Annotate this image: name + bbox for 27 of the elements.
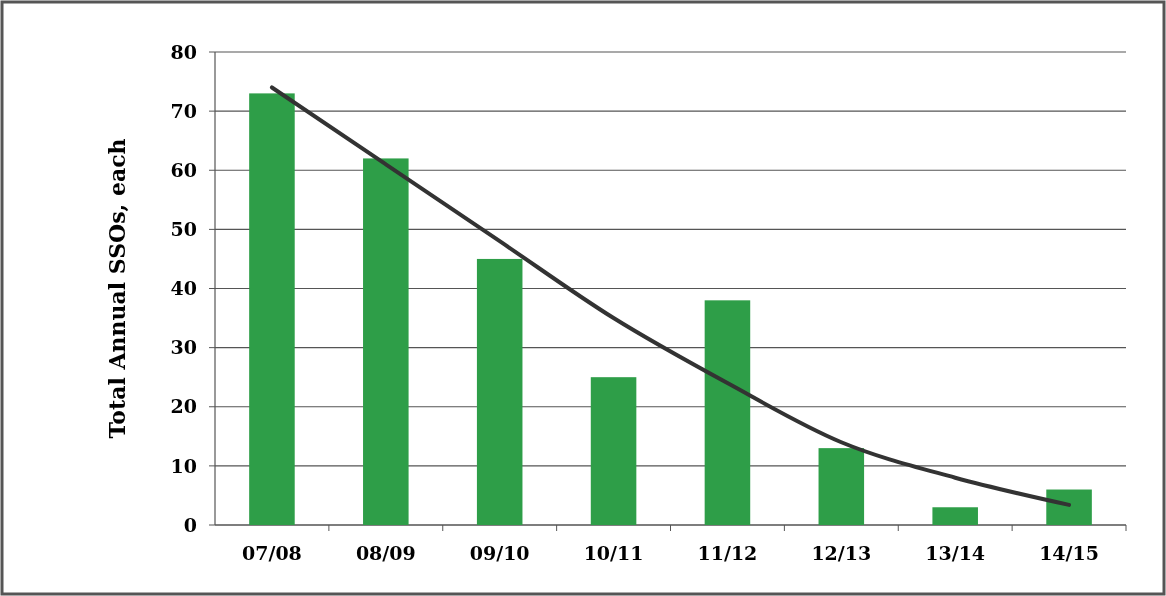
y-tick-label: 60 (170, 158, 197, 181)
x-tick-label: 13/14 (925, 542, 986, 564)
bar (932, 507, 978, 525)
y-tick-label: 10 (170, 454, 197, 477)
x-tick-label: 14/15 (1039, 542, 1099, 564)
line-series (269, 85, 1072, 507)
x-tick-label: 12/13 (811, 542, 872, 564)
y-tick-label: 40 (170, 277, 197, 300)
bar (1046, 489, 1092, 525)
x-tick-label: 07/08 (242, 542, 302, 564)
x-tick-label: 08/09 (355, 542, 416, 564)
y-tick-label: 20 (170, 395, 197, 418)
x-tick-label: 09/10 (469, 542, 530, 564)
bar (818, 448, 865, 525)
x-tick-label: 10/11 (583, 542, 644, 564)
bar (363, 158, 409, 525)
bar (249, 93, 295, 525)
bar (704, 300, 751, 525)
bar (590, 377, 637, 525)
y-tick-label: 50 (170, 218, 197, 241)
y-tick-label: 70 (170, 99, 197, 122)
y-tick-label: 0 (183, 513, 197, 536)
y-tick-label: 30 (170, 336, 197, 359)
y-axis-title: Total Annual SSOs, each (104, 138, 130, 439)
x-tick-label: 11/12 (697, 542, 758, 564)
bar (476, 258, 523, 525)
y-tick-label: 80 (170, 40, 197, 63)
